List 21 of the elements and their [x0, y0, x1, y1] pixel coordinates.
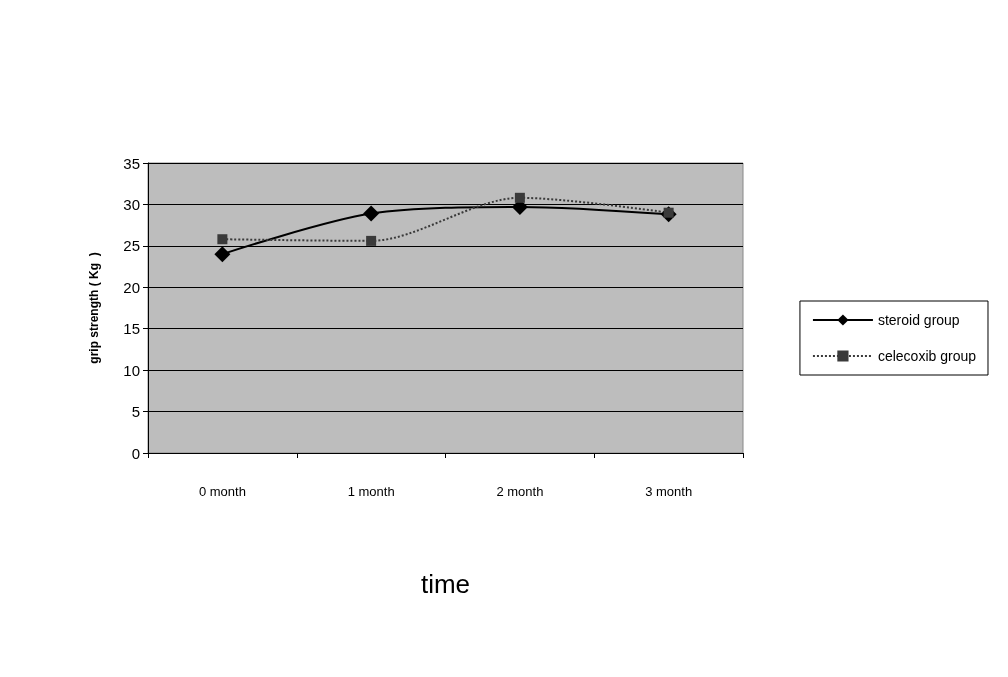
- y-tick-label: 10: [123, 361, 140, 379]
- legend-label: celecoxib group: [877, 348, 977, 364]
- point: [217, 234, 228, 245]
- point: [514, 192, 525, 203]
- x-tick-label: 3 month: [645, 484, 693, 499]
- y-tick-label: 20: [123, 278, 140, 296]
- legend-label: steroid group: [877, 312, 960, 328]
- point: [214, 246, 231, 263]
- x-tick-label: 0 month: [198, 484, 246, 499]
- x-tick-label: 2 month: [496, 484, 544, 499]
- x-tick-label: 1 month: [347, 484, 395, 499]
- y-tick-label: 15: [123, 320, 140, 338]
- point: [366, 235, 377, 246]
- y-tick-label: 30: [123, 195, 140, 213]
- y-tick-label: 0: [131, 444, 140, 462]
- y-tick-label: 35: [123, 154, 140, 172]
- point: [363, 205, 380, 222]
- y-tick-label: 25: [123, 237, 140, 255]
- y-tick-label: 5: [131, 403, 140, 421]
- y-axis-title: grip strength ( Kg ): [87, 252, 101, 364]
- x-axis-title: time: [420, 569, 471, 599]
